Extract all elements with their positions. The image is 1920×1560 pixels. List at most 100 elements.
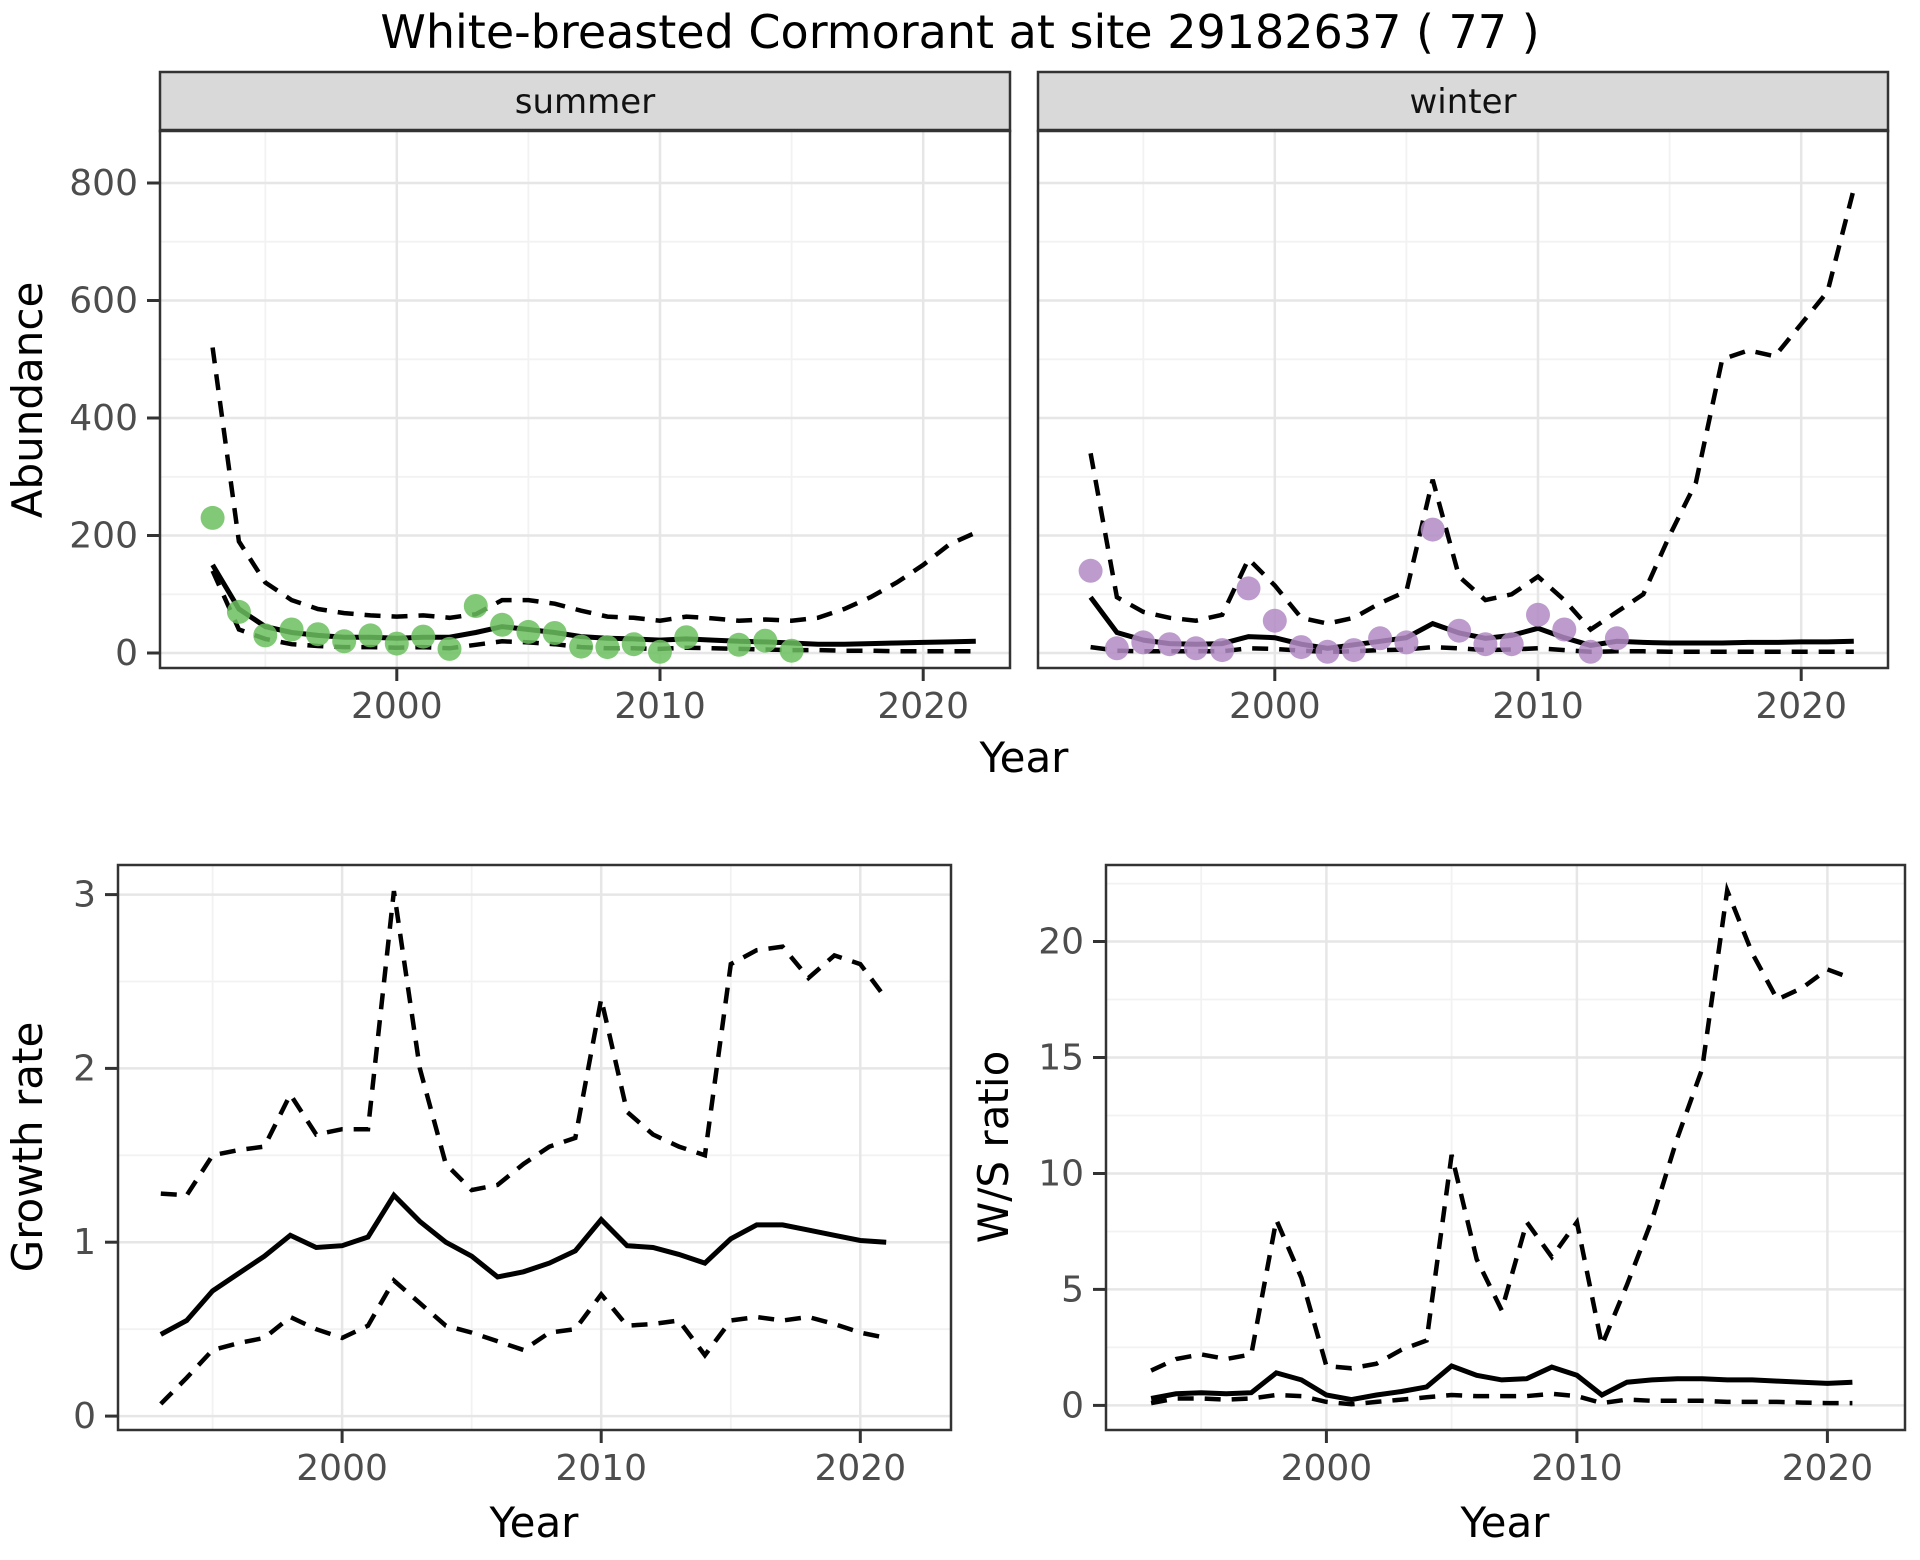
data-point-abundance_winter: [1420, 517, 1445, 542]
data-point-abundance_summer: [384, 631, 409, 656]
series-abundance_winter-upper_ci: [1088, 188, 1856, 633]
y-tick-label: 15: [1038, 1038, 1084, 1079]
y-tick-label: 800: [69, 163, 138, 204]
x-tick-label: 2000: [296, 1448, 388, 1489]
panel-abundance-summer: 2000 2010 2020 0 200 400 600 800: [69, 129, 1012, 727]
y-tick-label: 0: [1061, 1385, 1084, 1426]
y-tick-label: 20: [1038, 922, 1084, 963]
data-point-abundance_winter: [1368, 626, 1393, 651]
data-point-abundance_winter: [1526, 602, 1550, 627]
data-point-abundance_winter: [1210, 638, 1235, 663]
panel-border: [158, 129, 1012, 670]
facet-strip-summer: summer: [158, 70, 1012, 133]
data-point-abundance_summer: [516, 619, 541, 644]
data-point-abundance_winter: [1473, 632, 1498, 657]
x-axis-title-bottom-right: Year: [1460, 1498, 1551, 1547]
chart-title: White-breasted Cormorant at site 2918263…: [380, 5, 1539, 59]
panel-border: [1104, 863, 1907, 1432]
data-point-abundance_winter: [1183, 636, 1208, 661]
x-tick-label: 2000: [1281, 1448, 1373, 1489]
y-tick-label: 600: [69, 281, 138, 322]
data-point-abundance_winter: [1341, 638, 1366, 663]
series-growth_rate-upper_ci: [160, 890, 889, 1198]
data-point-abundance_winter: [1447, 618, 1472, 643]
data-point-abundance_summer: [648, 639, 672, 664]
x-tick-label: 2000: [1229, 686, 1321, 727]
data-point-abundance_summer: [753, 628, 778, 653]
data-point-abundance_summer: [726, 632, 751, 657]
x-axis-title-bottom-left: Year: [489, 1498, 580, 1547]
data-point-abundance_winter: [1315, 639, 1340, 664]
data-point-abundance_summer: [674, 625, 699, 650]
panel-border: [1036, 129, 1890, 670]
data-point-abundance_summer: [779, 638, 804, 663]
data-point-abundance_summer: [490, 612, 515, 637]
data-point-abundance_winter: [1262, 608, 1287, 633]
data-point-abundance_winter: [1552, 617, 1577, 642]
y-tick-label: 3: [73, 875, 96, 916]
data-point-abundance_summer: [279, 617, 304, 642]
x-tick-label: 2020: [877, 686, 969, 727]
panel-border: [116, 863, 953, 1432]
x-tick-label: 2010: [614, 686, 706, 727]
panel-background: [1106, 865, 1905, 1430]
y-axis-title-growth-rate: Growth rate: [3, 1022, 52, 1273]
x-tick-label: 2000: [351, 686, 443, 727]
strip-box: [158, 70, 1012, 133]
y-tick-label: 0: [115, 633, 138, 674]
data-point-abundance_summer: [305, 622, 330, 647]
y-axis-title-ws-ratio: W/S ratio: [969, 1051, 1018, 1244]
data-point-abundance_winter: [1104, 636, 1129, 661]
x-tick-label: 2010: [1492, 686, 1584, 727]
y-tick-label: 1: [73, 1222, 96, 1263]
x-tick-label: 2010: [555, 1448, 647, 1489]
series-ws_ratio-lower_ci: [1150, 1391, 1853, 1407]
y-tick-label: 2: [73, 1048, 96, 1089]
data-point-abundance_summer: [621, 632, 646, 657]
series-growth_rate-median: [159, 1191, 887, 1337]
data-point-abundance_winter: [1499, 632, 1524, 657]
y-tick-label: 400: [69, 398, 138, 439]
data-point-abundance_winter: [1157, 632, 1182, 657]
data-point-abundance_summer: [411, 624, 436, 649]
panel-growth-rate: 2000 2010 2020 0 1 2 3: [73, 863, 953, 1489]
x-axis-title-top: Year: [979, 733, 1070, 782]
data-point-abundance_summer: [569, 634, 594, 659]
data-point-abundance_winter: [1289, 635, 1314, 660]
panel-background: [1038, 131, 1888, 668]
strip-box: [1036, 70, 1890, 133]
x-tick-label: 2020: [1782, 1448, 1874, 1489]
data-point-abundance_winter: [1394, 630, 1419, 655]
strip-label-summer: summer: [515, 82, 655, 122]
y-tick-label: 10: [1038, 1154, 1084, 1195]
data-point-abundance_winter: [1078, 558, 1103, 583]
data-point-abundance_winter: [1236, 576, 1261, 601]
data-point-abundance_summer: [595, 635, 620, 660]
y-tick-label: 5: [1061, 1269, 1084, 1310]
data-point-abundance_summer: [226, 599, 251, 624]
data-point-abundance_winter: [1578, 639, 1603, 664]
panel-background: [160, 131, 1010, 668]
strip-label-winter: winter: [1409, 82, 1516, 122]
data-point-abundance_summer: [332, 629, 357, 654]
x-tick-label: 2020: [1755, 686, 1847, 727]
data-point-abundance_summer: [542, 621, 567, 645]
data-point-abundance_winter: [1131, 630, 1156, 655]
data-point-abundance_summer: [200, 505, 225, 530]
y-tick-label: 200: [69, 516, 138, 557]
x-tick-label: 2020: [814, 1448, 906, 1489]
data-point-abundance_summer: [463, 594, 488, 618]
data-point-abundance_summer: [437, 636, 462, 661]
data-point-abundance_summer: [358, 623, 383, 648]
series-growth_rate-lower_ci: [159, 1277, 887, 1406]
series-ws_ratio-median: [1150, 1363, 1853, 1403]
y-tick-label: 0: [73, 1396, 96, 1437]
facet-strip-winter: winter: [1036, 70, 1890, 133]
panel-abundance-winter: 2000 2010 2020: [1036, 129, 1890, 727]
panel-ws-ratio: 2000 2010 2020 0 5 10 15 20: [1038, 863, 1907, 1489]
series-abundance_summer-upper_ci: [210, 347, 977, 623]
series-ws_ratio-upper_ci: [1150, 881, 1854, 1373]
data-point-abundance_winter: [1604, 626, 1629, 651]
